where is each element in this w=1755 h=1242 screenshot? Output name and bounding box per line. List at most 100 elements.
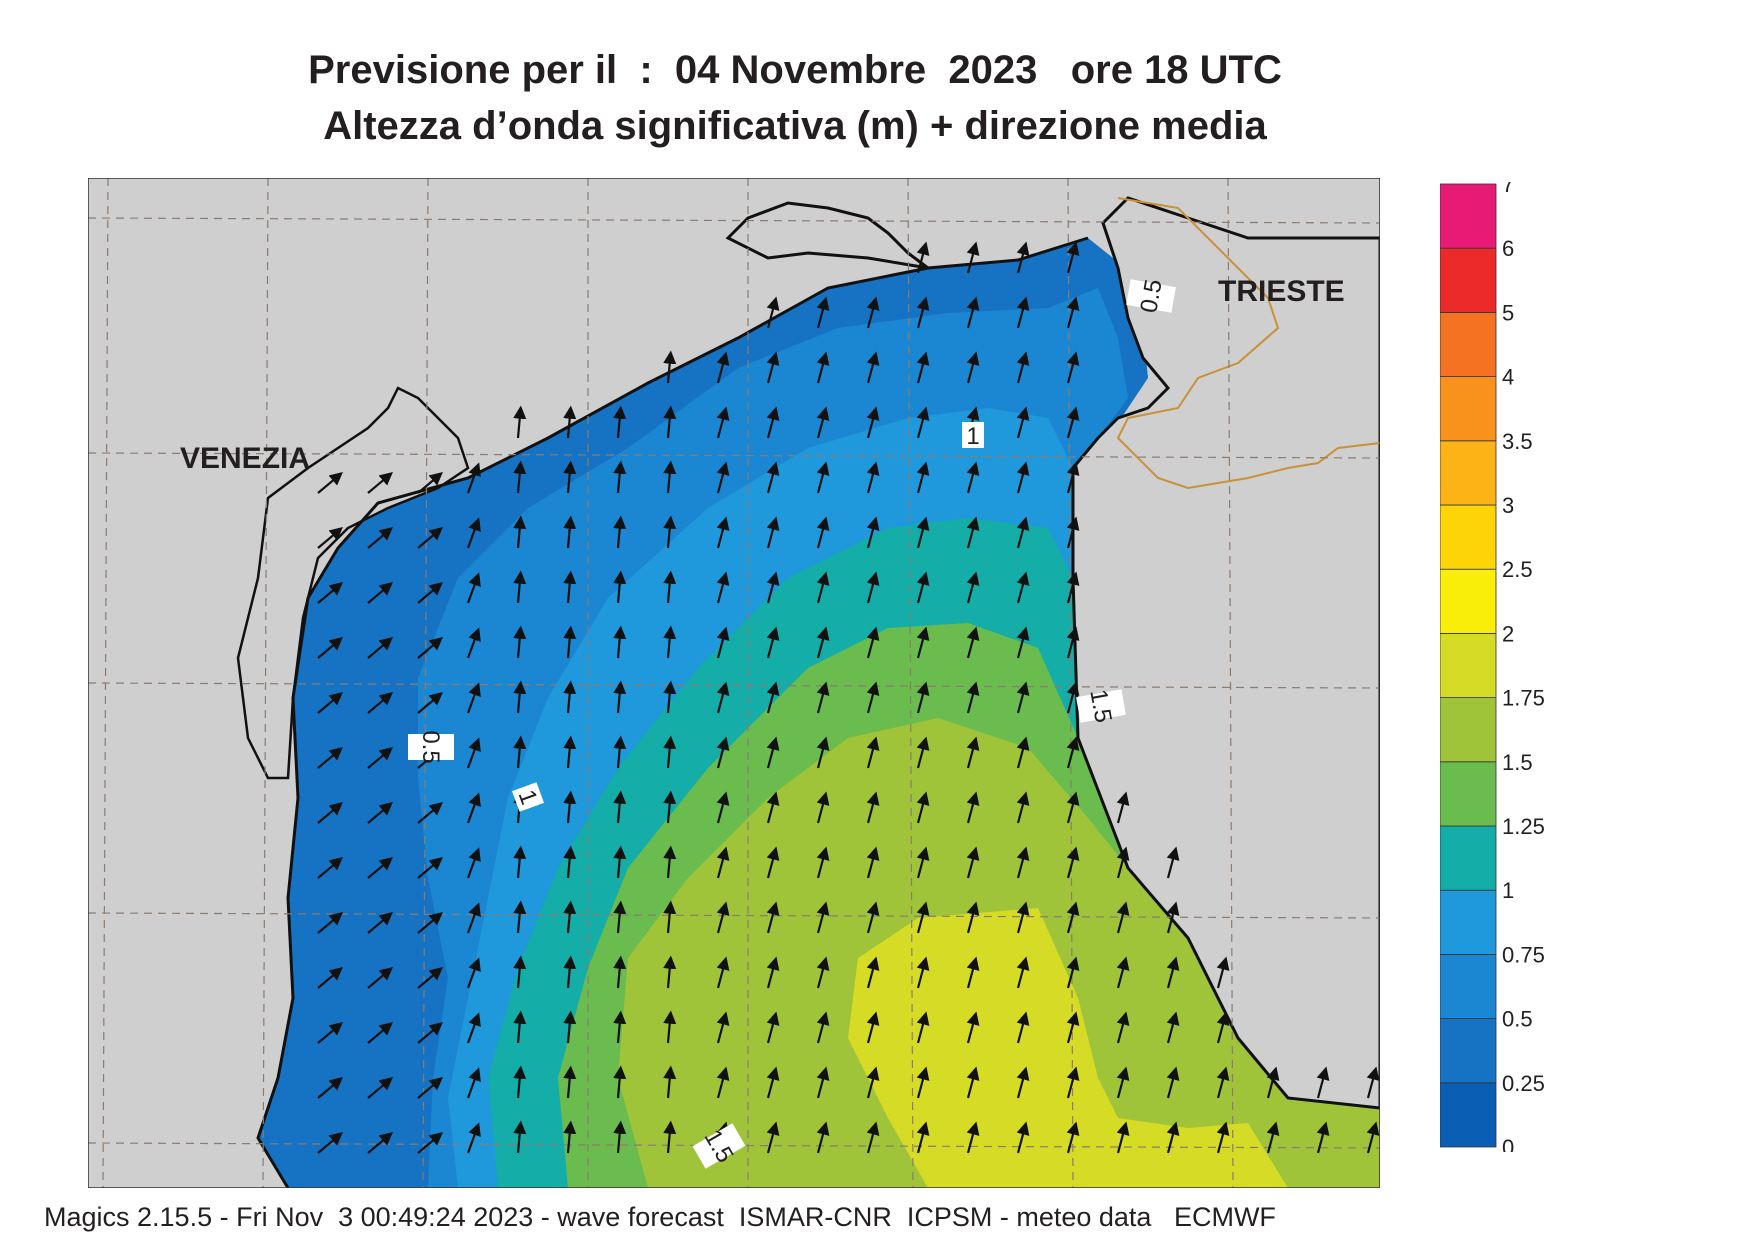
direction-arrow xyxy=(417,1132,443,1154)
title-line-1: Previsione per il : 04 Novembre 2023 ore… xyxy=(308,48,1282,92)
direction-arrow xyxy=(1016,461,1030,494)
direction-arrow xyxy=(866,901,880,934)
direction-arrow xyxy=(317,912,343,934)
direction-arrow xyxy=(966,241,980,274)
direction-arrow xyxy=(367,582,393,604)
direction-arrow xyxy=(663,900,677,934)
legend-swatch xyxy=(1440,954,1497,1020)
direction-arrow xyxy=(866,956,880,989)
direction-arrow xyxy=(613,845,627,879)
direction-arrow xyxy=(1166,1011,1180,1044)
direction-arrow xyxy=(513,955,527,989)
direction-arrow xyxy=(866,681,880,714)
direction-arrow xyxy=(816,736,830,769)
direction-arrow xyxy=(1066,461,1080,494)
direction-arrow xyxy=(513,515,527,549)
direction-arrow xyxy=(466,682,481,714)
direction-arrow xyxy=(563,625,577,659)
direction-arrow xyxy=(466,572,481,604)
direction-arrow xyxy=(317,692,343,714)
direction-arrow xyxy=(1116,956,1130,989)
direction-arrow xyxy=(663,845,677,879)
direction-arrow xyxy=(916,1011,930,1044)
direction-arrow xyxy=(916,241,930,274)
direction-arrow xyxy=(866,736,880,769)
direction-arrow xyxy=(1066,241,1080,274)
legend-label: 4 xyxy=(1502,365,1514,390)
direction-arrow xyxy=(1016,406,1030,439)
direction-arrow xyxy=(916,791,930,824)
legend-swatch xyxy=(1440,1082,1497,1148)
direction-arrow xyxy=(317,472,343,494)
legend-label: 1.25 xyxy=(1502,814,1545,839)
contour-label: 1 xyxy=(512,782,544,812)
direction-arrow xyxy=(766,956,780,989)
direction-arrow xyxy=(716,846,730,879)
direction-arrow xyxy=(1016,351,1030,384)
direction-arrow xyxy=(766,1121,780,1154)
direction-arrow xyxy=(513,900,527,934)
direction-arrow xyxy=(816,901,830,934)
direction-arrow xyxy=(816,791,830,824)
direction-arrow xyxy=(367,472,393,494)
direction-arrow xyxy=(1116,901,1130,934)
direction-arrow xyxy=(513,405,527,439)
legend-swatch xyxy=(1440,504,1497,570)
direction-arrow xyxy=(317,857,343,879)
direction-arrow xyxy=(563,405,577,439)
direction-arrow xyxy=(966,846,980,879)
direction-arrow xyxy=(563,680,577,714)
direction-arrow xyxy=(1366,1121,1380,1154)
direction-arrow xyxy=(1016,571,1030,604)
direction-arrow xyxy=(766,1011,780,1044)
direction-arrow xyxy=(1016,1066,1030,1099)
direction-arrow xyxy=(563,790,577,824)
direction-arrow xyxy=(716,681,730,714)
direction-arrow xyxy=(1116,846,1130,879)
direction-arrow xyxy=(716,461,730,494)
direction-arrow xyxy=(766,351,780,384)
legend-label: 6 xyxy=(1502,236,1514,261)
direction-arrow xyxy=(466,1067,481,1099)
direction-arrow xyxy=(663,735,677,769)
direction-arrow xyxy=(513,845,527,879)
direction-arrow xyxy=(563,735,577,769)
direction-arrow xyxy=(513,1010,527,1044)
direction-arrow xyxy=(766,846,780,879)
direction-arrow xyxy=(317,637,343,659)
direction-arrow xyxy=(1066,626,1080,659)
direction-arrow xyxy=(916,351,930,384)
direction-arrow xyxy=(417,582,443,604)
direction-arrow xyxy=(1066,846,1080,879)
direction-arrow xyxy=(816,1066,830,1099)
direction-arrow xyxy=(816,296,830,329)
direction-arrow xyxy=(466,627,481,659)
direction-arrow xyxy=(966,516,980,549)
direction-arrow xyxy=(1216,1011,1230,1044)
direction-arrow xyxy=(466,517,481,549)
legend-label: 0.25 xyxy=(1502,1071,1545,1096)
svg-text:0.5: 0.5 xyxy=(417,730,444,763)
legend-label: 1.75 xyxy=(1502,686,1545,711)
direction-arrow xyxy=(613,1010,627,1044)
direction-arrow xyxy=(766,681,780,714)
contour-label: 1.5 xyxy=(1076,687,1126,725)
direction-arrow xyxy=(766,736,780,769)
legend-label: 7 xyxy=(1502,182,1514,197)
title-line-2: Altezza d’onda significativa (m) + direz… xyxy=(323,104,1267,148)
direction-arrow xyxy=(317,747,343,769)
direction-arrow xyxy=(1066,1066,1080,1099)
direction-arrow xyxy=(663,460,677,494)
coastline xyxy=(256,236,1089,1188)
direction-arrow xyxy=(1116,1011,1130,1044)
direction-arrow xyxy=(866,516,880,549)
direction-arrow xyxy=(613,1120,627,1154)
direction-arrow xyxy=(966,626,980,659)
direction-arrow xyxy=(1366,1066,1380,1099)
direction-arrow xyxy=(317,1022,343,1044)
direction-arrow xyxy=(1066,1121,1080,1154)
direction-arrow xyxy=(766,626,780,659)
direction-arrow xyxy=(1216,956,1230,989)
direction-arrow xyxy=(563,515,577,549)
direction-arrow xyxy=(466,792,481,824)
